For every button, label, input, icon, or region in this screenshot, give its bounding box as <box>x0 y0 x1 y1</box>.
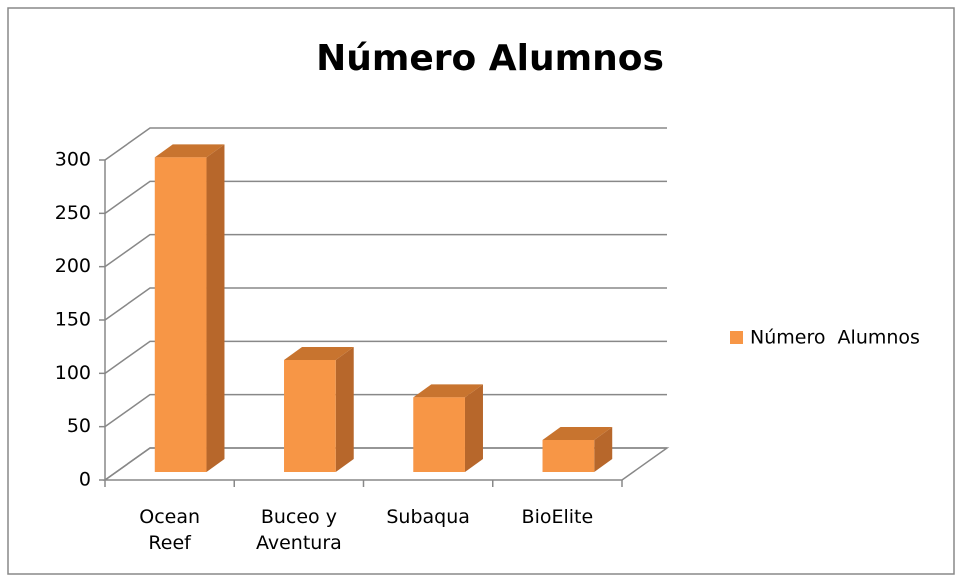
bar-front <box>284 360 336 472</box>
grid-line <box>104 393 667 428</box>
chart-title: Número Alumnos <box>316 38 664 79</box>
legend-label: Número Alumnos <box>750 327 920 349</box>
bar-front <box>413 397 465 472</box>
bar <box>542 427 613 472</box>
bar <box>284 347 354 472</box>
bar-top <box>154 144 225 158</box>
bar-side <box>464 384 483 472</box>
grid-line <box>104 447 667 481</box>
legend-swatch <box>730 331 743 344</box>
chart-border <box>7 7 955 575</box>
bar-front <box>154 157 207 473</box>
x-tick-label: Ocean Reef <box>139 506 201 554</box>
bar-top <box>542 427 613 440</box>
bar <box>413 384 483 472</box>
bar-top <box>413 384 483 398</box>
bar-front <box>542 440 595 472</box>
y-tick-label: 100 <box>55 362 91 384</box>
bar-side <box>594 427 613 472</box>
bar <box>154 144 225 473</box>
y-tick-label: 300 <box>55 149 91 171</box>
y-tick-label: 200 <box>55 255 91 277</box>
x-tick-label: Buceo y Aventura <box>255 506 342 554</box>
bar-top <box>284 347 354 360</box>
grid-line <box>104 287 667 321</box>
x-tick-label: Subaqua <box>386 506 470 528</box>
bar-side <box>335 347 354 472</box>
grid-line <box>104 233 667 268</box>
grid-line <box>104 340 667 374</box>
x-tick-label: BioElite <box>521 506 594 528</box>
y-tick-label: 150 <box>55 309 91 331</box>
y-tick-label: 50 <box>67 415 91 437</box>
grid-line <box>104 180 667 214</box>
y-tick-label: 0 <box>79 469 91 491</box>
y-tick-label: 250 <box>55 202 91 224</box>
bar-side <box>206 144 225 473</box>
grid-line <box>104 127 667 161</box>
